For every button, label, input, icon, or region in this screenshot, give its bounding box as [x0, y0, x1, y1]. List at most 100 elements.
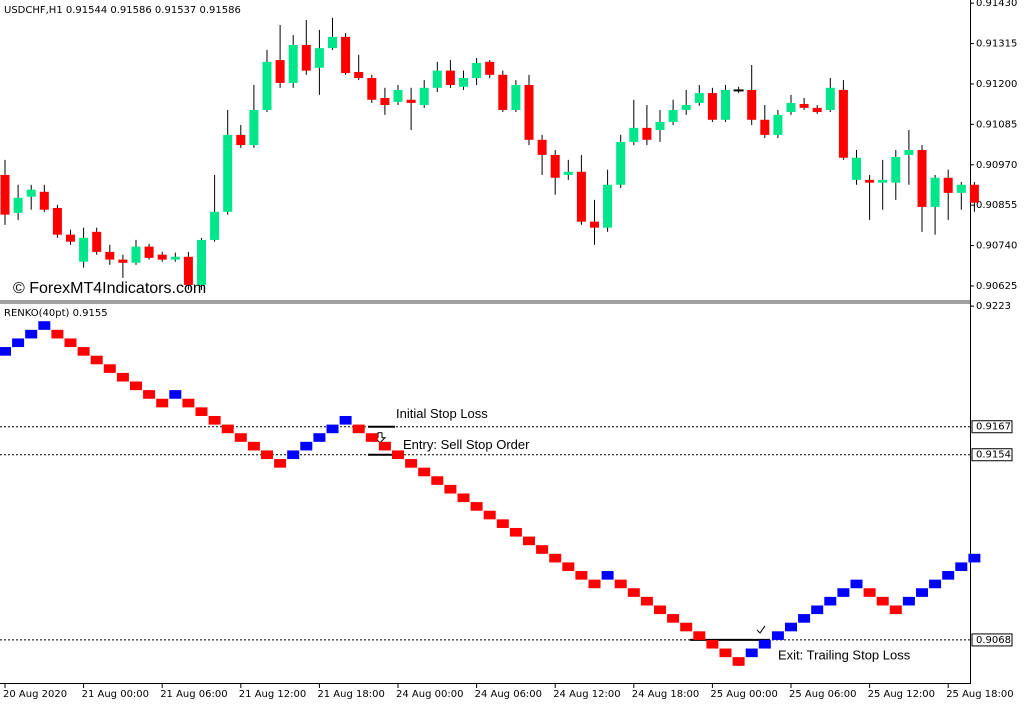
renko-brick [0, 347, 11, 356]
candle-body [760, 119, 770, 135]
candle-body [563, 171, 573, 175]
chart-title: USDCHF,H1 0.91544 0.91586 0.91537 0.9158… [4, 5, 241, 16]
renko-brick [745, 648, 758, 658]
renko-brick [64, 338, 77, 348]
candle-body [445, 70, 455, 86]
level-label-box [971, 448, 1013, 462]
candle-body [367, 77, 377, 100]
candle-body [393, 89, 403, 102]
candle-body [92, 231, 102, 252]
candle-body [52, 207, 62, 235]
candle-body [485, 61, 495, 75]
renko-brick [627, 588, 640, 597]
candle-body [301, 44, 311, 71]
candle-body [668, 109, 678, 122]
x-tick-label: 24 Aug 06:00 [475, 689, 542, 700]
x-tick-label: 25 Aug 06:00 [789, 689, 856, 700]
candle-body [812, 107, 822, 113]
candle-body [930, 177, 940, 207]
candle-body [354, 72, 364, 78]
candle-body [341, 36, 351, 74]
renko-brick [968, 553, 981, 563]
candle-body [550, 154, 560, 178]
candle-body [865, 179, 875, 183]
candle-body [144, 246, 154, 258]
y-tick-label: 0.90625 [976, 281, 1017, 292]
candle-body [799, 103, 809, 108]
renko-brick [470, 502, 483, 511]
renko-brick [221, 424, 234, 434]
renko-brick [339, 415, 352, 425]
candle-body [236, 134, 246, 146]
candle-body [825, 87, 835, 110]
renko-brick [902, 596, 915, 606]
y-tick-label: 0.91200 [976, 79, 1017, 90]
candle-body [157, 254, 167, 260]
x-tick-label: 24 Aug 12:00 [553, 689, 620, 700]
candle-body [459, 77, 468, 87]
level-label: 0.9068 [976, 635, 1011, 646]
renko-brick [418, 467, 431, 477]
renko-brick [496, 519, 509, 528]
candle-body [223, 134, 233, 212]
renko-brick [811, 605, 824, 615]
indicator-title: RENKO(40pt) 0.9155 [4, 308, 108, 319]
level-note: Entry: Sell Stop Order [403, 437, 530, 452]
x-tick-label: 21 Aug 00:00 [82, 689, 149, 700]
renko-brick [51, 329, 64, 339]
renko-brick [955, 562, 968, 572]
x-tick-label: 20 Aug 2020 [3, 689, 67, 700]
candle-body [406, 99, 416, 103]
candle-body [26, 189, 36, 197]
candle-body [969, 184, 979, 203]
x-tick-label: 24 Aug 00:00 [396, 689, 463, 700]
y-tick-label: 0.91315 [976, 39, 1017, 50]
renko-brick [523, 536, 535, 546]
x-tick-label: 21 Aug 18:00 [317, 689, 384, 700]
renko-brick [483, 510, 496, 520]
x-tick-label: 24 Aug 18:00 [632, 689, 699, 700]
renko-brick [313, 433, 326, 442]
renko-brick [247, 441, 260, 451]
renko-brick [352, 424, 365, 434]
renko-brick [143, 390, 156, 399]
candle-body [747, 89, 757, 120]
renko-brick [234, 433, 247, 442]
renko-brick [12, 338, 25, 348]
renko-brick [614, 579, 627, 589]
renko-brick [850, 579, 863, 589]
candle-body [773, 114, 783, 135]
candle-body [419, 87, 429, 106]
candle-body [943, 177, 953, 193]
renko-brick [77, 347, 90, 356]
renko-brick [274, 459, 287, 468]
candle-body [511, 85, 521, 110]
renko-brick [90, 355, 103, 365]
candle-body [721, 89, 730, 120]
candle-body [249, 109, 259, 146]
watermark: © ForexMT4Indicators.com [13, 280, 206, 297]
candle-body [904, 150, 914, 155]
candle-body [380, 98, 390, 106]
candle-body [707, 93, 717, 120]
renko-brick [103, 364, 116, 373]
panel-separator [0, 300, 970, 304]
x-tick-label: 21 Aug 06:00 [160, 689, 227, 700]
candle-body [891, 157, 901, 183]
candle-body [328, 36, 337, 49]
candle-body [170, 256, 180, 260]
y-tick-label: 0.9223 [976, 301, 1011, 312]
renko-brick [667, 614, 680, 623]
candle-body [210, 211, 220, 240]
renko-brick [798, 614, 811, 623]
renko-brick [261, 450, 273, 460]
renko-brick [693, 631, 706, 640]
candle-body [183, 256, 193, 285]
renko-brick [654, 605, 666, 615]
candle-body [655, 121, 665, 130]
candle-body [105, 251, 115, 260]
renko-brick [300, 441, 313, 451]
renko-brick [195, 407, 208, 416]
